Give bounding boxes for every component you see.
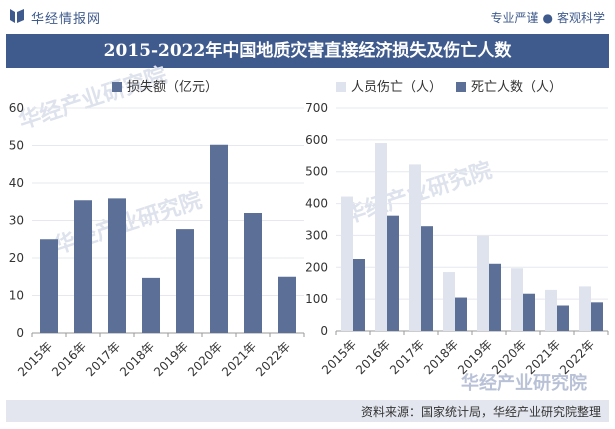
x-tick-label: 2017年 [83,339,123,379]
y-tick-label: 100 [305,292,328,306]
logo-icon [10,9,24,23]
bar-a [244,213,262,333]
legend-label: 损失额（亿元） [127,80,218,95]
bar-a [74,200,92,333]
x-tick-label: 2020年 [185,339,225,379]
x-tick-label: 2022年 [253,339,293,379]
footer-bar: 资料来源：国家统计局，华经产业研究院整理 [6,400,609,422]
slogan-left: 专业严谨 [490,11,539,25]
y-tick-label: 30 [9,214,24,228]
bar-a [142,277,160,333]
x-tick-label: 2017年 [387,337,427,377]
top-bar: 华经情报网 专业严谨 ● 客观科学 [0,0,615,32]
bar-b [387,215,399,331]
y-tick-label: 0 [16,326,24,340]
legend-swatch [112,82,122,92]
bar-a [108,198,126,333]
y-tick-label: 10 [9,289,24,303]
bar-a [545,289,557,331]
legend-swatch [336,82,346,92]
bar-b [557,305,569,331]
y-tick-label: 500 [305,165,328,179]
x-tick-label: 2016年 [353,337,393,377]
brand-name: 华经情报网 [31,12,102,27]
page-title: 2015-2022年中国地质灾害直接经济损失及伤亡人数 [6,34,609,68]
bar-b [523,293,535,331]
bar-a [511,268,523,331]
y-tick-label: 300 [305,228,328,242]
x-tick-label: 2022年 [557,337,597,377]
bar-a [375,143,387,331]
bar-a [443,272,455,331]
watermark-text: 华经产业研究院 [461,372,587,394]
bar-a [278,276,296,333]
x-tick-label: 2015年 [15,339,55,379]
bar-a [341,196,353,331]
bar-a [409,164,421,331]
y-tick-label: 60 [9,101,24,115]
x-tick-label: 2021年 [219,339,259,379]
y-tick-label: 200 [305,260,328,274]
bar-a [579,286,591,331]
watermark-text: 华经产业研究院 [16,62,171,134]
y-tick-label: 40 [9,176,24,190]
legend-label: 死亡人数（人） [471,80,562,95]
x-tick-label: 2018年 [117,339,157,379]
legend-swatch [456,82,466,92]
bar-a [176,229,194,333]
bar-a [40,239,58,333]
x-tick-label: 2019年 [455,337,495,377]
x-tick-label: 2016年 [49,339,89,379]
bar-b [455,297,467,331]
bar-b [421,226,433,331]
source-note: 资料来源：国家统计局，华经产业研究院整理 [360,405,601,419]
y-tick-label: 700 [305,101,328,115]
y-tick-label: 400 [305,197,328,211]
bar-a [210,144,228,333]
bullet-icon: ● [542,11,553,25]
slogan: 专业严谨 ● 客观科学 [490,9,605,26]
y-tick-label: 600 [305,133,328,147]
y-tick-label: 20 [9,251,24,265]
x-tick-label: 2019年 [151,339,191,379]
bar-b [489,263,501,331]
bar-b [591,302,603,331]
slogan-right: 客观科学 [556,11,605,25]
y-tick-label: 50 [9,139,24,153]
x-tick-label: 2015年 [319,337,359,377]
x-tick-label: 2018年 [421,337,461,377]
x-tick-label: 2020年 [489,337,529,377]
y-tick-label: 0 [320,324,328,338]
bar-b [353,259,365,331]
bar-a [477,235,489,331]
x-tick-label: 2021年 [523,337,563,377]
legend-label: 人员伤亡（人） [351,80,442,95]
